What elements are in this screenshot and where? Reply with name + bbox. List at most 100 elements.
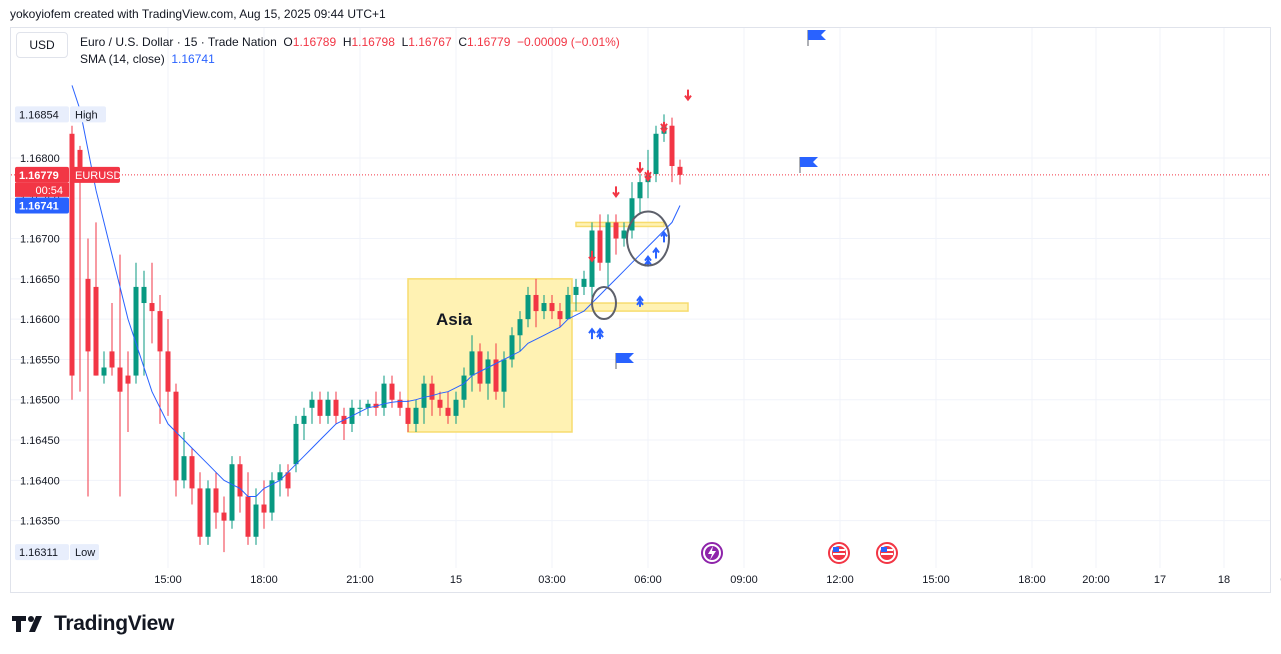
candle-body — [517, 319, 523, 336]
legend-change: −0.00009 (−0.01%) — [517, 35, 620, 49]
flag-icon[interactable] — [615, 353, 634, 369]
candle — [357, 399, 363, 416]
candle — [181, 431, 187, 489]
candle — [525, 286, 531, 328]
candle — [565, 286, 571, 320]
countdown-text: 00:54 — [35, 185, 63, 197]
candle-body — [109, 351, 115, 368]
sell-arrow-icon — [612, 186, 620, 198]
support-zone-2[interactable] — [575, 221, 665, 228]
flag-icon[interactable] — [807, 30, 826, 46]
legend-low-value: 1.16767 — [408, 35, 452, 49]
candle — [245, 472, 251, 545]
candle-body — [157, 311, 163, 352]
candles-layer — [69, 114, 683, 553]
price-tick-label-7: 1.16700 — [20, 234, 60, 246]
candle — [461, 367, 467, 408]
candle — [413, 399, 419, 432]
time-axis-labels: 15:00 18:00 21:00 15 03:00 06:00 09:00 12:00 15:… — [154, 574, 1281, 586]
candle — [517, 311, 523, 352]
candle-body — [533, 294, 539, 312]
candle — [469, 335, 475, 392]
time-tick-label-0: 15:00 — [154, 574, 182, 586]
buy-arrow-icon — [596, 327, 604, 340]
time-tick-label-8: 15:00 — [922, 574, 950, 586]
candle-body — [237, 464, 243, 497]
candle-body — [333, 399, 339, 416]
legend-close-label: C — [458, 35, 467, 49]
legend-high-value: 1.16798 — [351, 35, 395, 49]
candle — [549, 294, 555, 320]
current-price-tag-label: EURUSD — [75, 170, 122, 182]
grid-lines — [11, 28, 1270, 568]
candle-body — [581, 278, 587, 287]
low-price-tag-label-bg — [70, 544, 99, 561]
sma-price-tag-value: 1.16741 — [19, 201, 59, 213]
high-price-tag-label: High — [75, 109, 98, 121]
candle-body — [213, 488, 219, 513]
candle-body — [317, 399, 323, 416]
candle — [189, 448, 195, 505]
buy-arrow-icon — [588, 327, 596, 340]
candle — [477, 343, 483, 392]
candle-body — [461, 375, 467, 400]
candle-body — [149, 303, 155, 312]
candle-body — [133, 286, 139, 376]
candle-body — [293, 423, 299, 465]
candle — [325, 391, 331, 424]
candle-body — [229, 464, 235, 521]
price-tick-label-5: 1.16600 — [20, 314, 60, 326]
currency-button[interactable]: USD — [16, 32, 68, 58]
candle-body — [357, 407, 363, 409]
candle-body — [509, 335, 515, 360]
legend-open-value: 1.16789 — [292, 35, 337, 49]
candle — [269, 472, 275, 521]
candle-body — [485, 359, 491, 384]
candle-body — [501, 359, 507, 392]
time-tick-label-6: 09:00 — [730, 574, 758, 586]
lightning-bolt-icon — [708, 546, 716, 560]
sma-line — [71, 85, 681, 497]
flag-icon[interactable] — [799, 157, 818, 173]
candle — [309, 391, 315, 424]
asia-session-box[interactable] — [407, 278, 573, 433]
candle — [77, 145, 83, 392]
candle-body — [541, 303, 547, 312]
candle-body — [469, 351, 475, 376]
candle — [605, 214, 611, 287]
candle — [341, 407, 347, 441]
candle — [501, 351, 507, 408]
candle-body — [85, 278, 91, 352]
candle — [557, 303, 563, 328]
candle-body — [621, 230, 627, 239]
sell-arrow-icon — [588, 250, 596, 263]
candle-body — [389, 383, 395, 400]
candle-body — [669, 125, 675, 167]
candle-body — [125, 375, 131, 384]
sma-legend: SMA (14, close) 1.16741 — [80, 52, 215, 66]
legend-open-label: O — [283, 35, 293, 49]
candle — [589, 222, 595, 304]
tradingview-logo-icon — [12, 616, 42, 632]
tradingview-logo[interactable]: TradingView — [12, 612, 174, 636]
flag-stripe — [833, 553, 845, 555]
candle — [485, 351, 491, 400]
candle-body — [381, 383, 387, 408]
candle-body — [629, 198, 635, 231]
candle — [629, 182, 635, 239]
candle-body — [189, 456, 195, 489]
price-tick-label-9: 1.16800 — [20, 153, 60, 165]
current-price-tag: 1.16779 EURUSD 00:54 — [15, 166, 122, 197]
candle — [221, 496, 227, 553]
time-tick-label-11: 17 — [1154, 574, 1166, 586]
candle — [669, 117, 675, 183]
candle — [117, 254, 123, 497]
candle — [637, 174, 643, 215]
candle-body — [301, 415, 307, 424]
buy-arrow-icon — [636, 295, 644, 307]
candle-body — [197, 488, 203, 537]
support-zone-1[interactable] — [567, 302, 689, 312]
candle — [253, 488, 259, 545]
signal-markers — [588, 89, 692, 340]
